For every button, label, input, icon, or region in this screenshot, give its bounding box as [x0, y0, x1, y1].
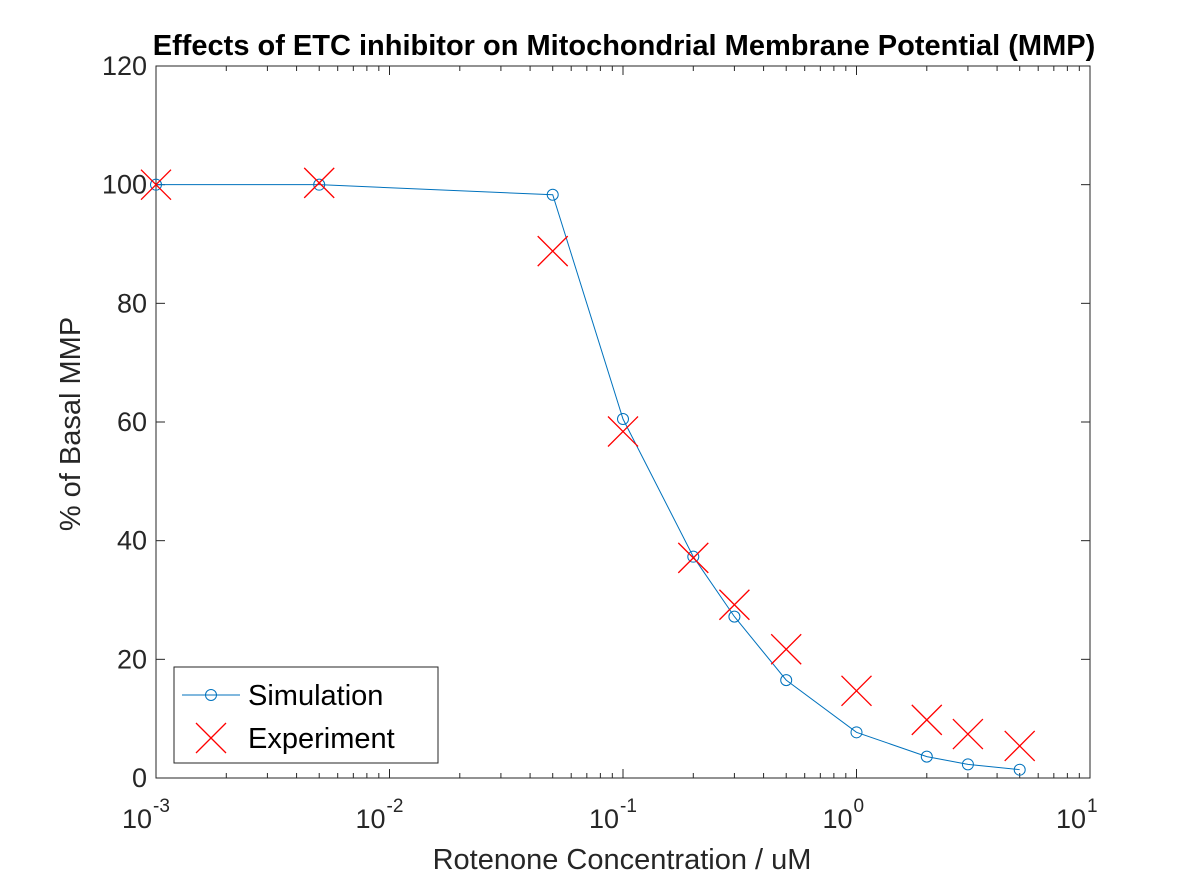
x-tick-exponent: 1 [1087, 796, 1098, 817]
x-axis-label: Rotenone Concentration / uM [433, 844, 812, 876]
x-tick-exponent: -1 [620, 796, 637, 817]
simulation-point [780, 674, 793, 687]
x-tick-exponent: 0 [854, 796, 865, 817]
experiment-point [140, 169, 172, 201]
x-tick-label: 10 [355, 804, 385, 834]
legend-box [173, 666, 439, 764]
simulation-point [728, 610, 741, 623]
experiment-point [718, 589, 750, 621]
experiment-point [1004, 730, 1036, 762]
experiment-point [770, 633, 802, 665]
legend-item: Experiment [195, 722, 395, 755]
experiment-point [841, 675, 872, 707]
legend-label: Simulation [248, 680, 383, 712]
experiment-point [607, 416, 639, 447]
legend: Simulation Experiment [173, 666, 439, 764]
legend-circle-swatch [205, 689, 217, 701]
legend-label: Experiment [248, 723, 395, 755]
simulation-line [156, 184, 1020, 771]
y-axis-label: % of Basal MMP [55, 317, 87, 531]
x-tick-label: 10 [1056, 804, 1086, 834]
x-axis: 10 -3 10 -2 10 -1 10 0 10 1 [122, 66, 1098, 834]
legend-item: Simulation [182, 680, 383, 712]
x-tick-exponent: -2 [387, 796, 404, 817]
y-tick-label: 60 [117, 407, 147, 437]
y-tick-label: 0 [132, 763, 147, 793]
y-axis: 0 20 40 60 80 100 120 [102, 51, 1090, 793]
x-tick-label: 10 [589, 804, 619, 834]
simulation-point [687, 550, 700, 563]
y-tick-label: 80 [117, 288, 147, 318]
simulation-point [150, 178, 162, 191]
series-simulation [150, 178, 1026, 776]
simulation-point [313, 178, 326, 191]
x-tick-label: 10 [122, 804, 152, 834]
experiment-point [911, 704, 943, 736]
legend-cross-swatch [195, 722, 227, 754]
experiment-point [303, 167, 335, 199]
y-tick-label: 120 [102, 51, 147, 81]
simulation-point [617, 413, 629, 426]
x-tick-exponent: -3 [153, 796, 170, 817]
experiment-point [952, 718, 984, 750]
simulation-point [1013, 763, 1026, 776]
x-tick-label: 10 [822, 804, 852, 834]
simulation-point [920, 750, 933, 763]
simulation-point [850, 726, 863, 739]
simulation-point [546, 188, 559, 201]
series-experiment [140, 167, 1036, 762]
y-tick-label: 100 [102, 170, 147, 200]
y-tick-label: 20 [117, 644, 147, 674]
chart-title: Effects of ETC inhibitor on Mitochondria… [153, 30, 1096, 62]
y-tick-label: 40 [117, 526, 147, 556]
simulation-point [961, 758, 974, 771]
experiment-point [537, 235, 569, 267]
experiment-point [677, 542, 709, 574]
series-layer [140, 167, 1036, 776]
